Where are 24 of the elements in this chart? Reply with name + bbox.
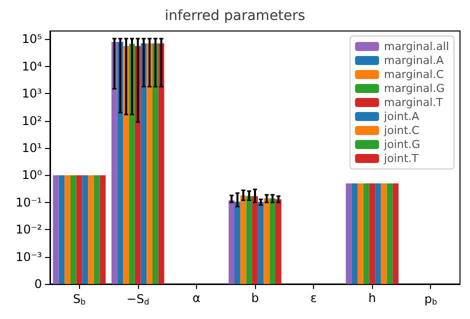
y-tick-label: 10⁰ xyxy=(22,168,42,182)
x-tick-label: h xyxy=(368,291,376,305)
y-tick-label: 10⁻³ xyxy=(16,250,42,264)
legend-label: marginal.C xyxy=(384,68,444,81)
y-tick-label: 10² xyxy=(22,114,42,128)
y-tick-label: 10⁻¹ xyxy=(16,195,42,210)
legend-label: joint.G xyxy=(383,138,420,151)
x-tick-label: α xyxy=(192,291,200,305)
legend-label: marginal.T xyxy=(384,96,444,109)
legend-label: joint.T xyxy=(383,152,419,165)
chart-title: inferred parameters xyxy=(164,8,306,24)
legend-label: joint.A xyxy=(383,110,420,123)
y-tick-label: 10³ xyxy=(22,86,42,101)
y-tick-label: 10⁴ xyxy=(22,59,42,74)
legend-label: joint.C xyxy=(383,124,420,137)
y-tick-label: 10¹ xyxy=(22,140,42,155)
x-tick-label: b xyxy=(251,291,259,305)
y-tick-label: 10⁵ xyxy=(22,32,42,46)
y-tick-label: 0 xyxy=(34,277,42,291)
legend-label: marginal.all xyxy=(384,40,450,53)
legend-label: marginal.G xyxy=(384,82,445,95)
x-tick-label: ε xyxy=(310,291,317,305)
y-tick-label: 10⁻² xyxy=(16,222,42,237)
legend-label: marginal.A xyxy=(384,54,444,67)
